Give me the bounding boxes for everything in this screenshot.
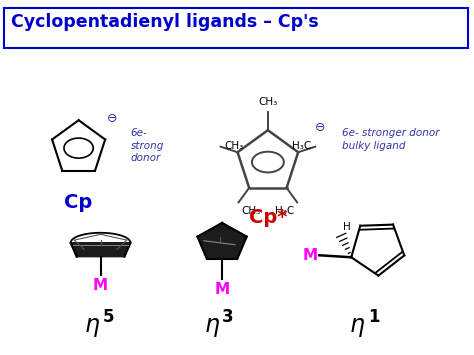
Text: ⊖: ⊖ <box>314 121 325 134</box>
Text: CH₃: CH₃ <box>242 206 261 215</box>
Text: H₃C: H₃C <box>275 206 294 215</box>
Text: Cp: Cp <box>64 193 93 212</box>
Text: 5: 5 <box>103 308 114 327</box>
Text: $\eta$: $\eta$ <box>349 316 365 339</box>
Text: M: M <box>215 282 229 297</box>
Text: CH₃: CH₃ <box>225 141 244 151</box>
Text: $\eta$: $\eta$ <box>204 316 220 339</box>
Text: H₃C: H₃C <box>292 141 311 151</box>
Text: $\eta$: $\eta$ <box>84 316 100 339</box>
Polygon shape <box>198 223 246 259</box>
FancyBboxPatch shape <box>4 8 468 48</box>
Text: ⊖: ⊖ <box>107 112 118 125</box>
Text: CH₃: CH₃ <box>258 97 277 107</box>
Text: 6e-
strong
donor: 6e- strong donor <box>130 128 164 163</box>
Text: 6e- stronger donor
bulky ligand: 6e- stronger donor bulky ligand <box>342 128 439 151</box>
Polygon shape <box>71 243 130 257</box>
Text: Cp*: Cp* <box>249 208 287 227</box>
Text: 1: 1 <box>368 308 379 327</box>
Text: 3: 3 <box>222 308 234 327</box>
Text: M: M <box>93 278 108 293</box>
Text: H: H <box>343 222 351 233</box>
Text: M: M <box>302 248 318 263</box>
Text: Cyclopentadienyl ligands – Cp's: Cyclopentadienyl ligands – Cp's <box>11 13 319 31</box>
